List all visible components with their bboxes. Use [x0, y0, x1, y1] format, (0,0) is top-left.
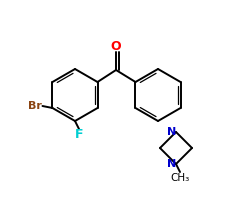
Text: F: F — [75, 129, 83, 142]
Text: N: N — [167, 127, 177, 137]
Text: CH₃: CH₃ — [170, 173, 190, 183]
Text: N: N — [167, 159, 177, 169]
Text: Br: Br — [28, 101, 42, 111]
Text: O: O — [111, 40, 121, 53]
